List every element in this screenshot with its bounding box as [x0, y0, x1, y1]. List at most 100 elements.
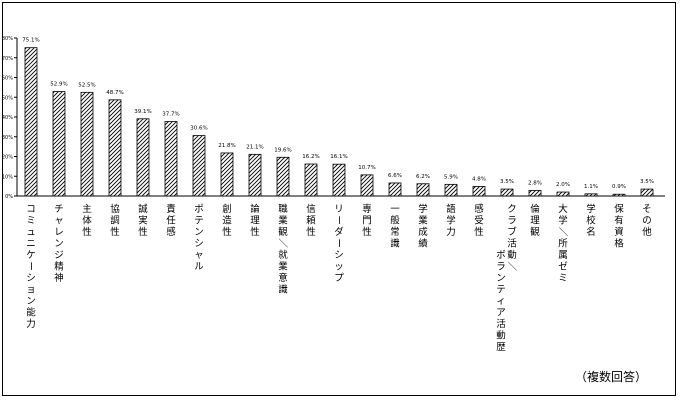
bar-value-label: 16.2% [302, 154, 319, 160]
svg-text:シ: シ [26, 273, 36, 284]
svg-text:性: 性 [82, 226, 92, 238]
svg-text:理: 理 [250, 216, 260, 227]
bar [332, 163, 346, 197]
svg-text:チ: チ [54, 204, 64, 215]
bar [360, 174, 374, 197]
bar-value-label: 30.6% [190, 126, 207, 132]
svg-text:倫: 倫 [530, 203, 540, 215]
svg-text:績: 績 [418, 238, 428, 250]
svg-text:テ: テ [496, 285, 506, 296]
svg-text:性: 性 [250, 226, 260, 238]
bar [584, 193, 598, 197]
svg-text:職: 職 [278, 204, 288, 215]
svg-text:ャ: ャ [194, 250, 204, 261]
svg-text:ミ: ミ [558, 273, 568, 284]
bar-value-label: 52.9% [50, 82, 67, 88]
svg-text:活: 活 [496, 318, 506, 330]
category-label: その他 [642, 204, 652, 238]
bar-value-label: 6.6% [388, 173, 402, 179]
svg-text:協: 協 [110, 203, 120, 215]
multiple-answer-note: （複数回答） [574, 370, 647, 384]
svg-text:／: ／ [557, 227, 568, 237]
y-tick-label: 50% [3, 95, 13, 101]
svg-text:観: 観 [530, 226, 540, 238]
category-label: 学校名 [586, 203, 596, 238]
svg-text:感: 感 [166, 226, 176, 238]
svg-text:性: 性 [110, 226, 120, 238]
svg-text:ポ: ポ [194, 204, 204, 215]
svg-text:力: 力 [26, 318, 36, 330]
svg-text:テ: テ [194, 216, 204, 227]
svg-text:ー: ー [25, 261, 36, 271]
svg-text:ー: ー [333, 215, 344, 225]
category-label: 信頼性 [306, 203, 316, 238]
svg-text:常: 常 [390, 226, 400, 238]
bar-value-label: 4.8% [472, 177, 486, 183]
bar [192, 135, 206, 197]
svg-text:受: 受 [474, 215, 484, 227]
svg-text:成: 成 [418, 226, 428, 238]
svg-text:大: 大 [558, 203, 568, 215]
bar [52, 91, 66, 197]
svg-text:ダ: ダ [334, 226, 344, 238]
category-label: 主体性 [82, 203, 92, 238]
svg-text:ュ: ュ [26, 227, 36, 238]
svg-text:シ: シ [334, 250, 344, 261]
category-labels: コミュニケーション能力チャレンジ精神主体性協調性誠実性責任感ポテンシャル創造性論… [25, 203, 653, 353]
category-label: 責任感 [166, 203, 176, 238]
svg-text:創: 創 [222, 203, 232, 215]
svg-text:識: 識 [390, 238, 400, 250]
svg-text:精: 精 [54, 261, 64, 273]
bar-value-label: 3.5% [640, 179, 654, 185]
svg-text:般: 般 [390, 215, 400, 227]
bar-value-label: 37.7% [162, 112, 179, 118]
category-label: 論理性 [250, 203, 260, 238]
svg-text:ョ: ョ [26, 285, 36, 296]
bar-value-label: 1.1% [584, 184, 598, 190]
svg-text:有: 有 [614, 215, 624, 227]
svg-text:ク: ク [507, 204, 517, 215]
svg-text:ン: ン [496, 273, 506, 284]
svg-text:属: 属 [558, 250, 568, 261]
svg-text:ミ: ミ [26, 216, 36, 227]
y-tick-label: 40% [3, 115, 13, 121]
bar [164, 121, 178, 197]
bar [556, 191, 570, 197]
bar-value-label: 0.9% [612, 184, 626, 190]
svg-text:一: 一 [390, 204, 400, 215]
bar [640, 188, 654, 197]
svg-text:学: 学 [558, 215, 568, 227]
y-tick-label: 20% [3, 155, 13, 161]
svg-text:／: ／ [277, 238, 288, 248]
svg-text:力: 力 [446, 226, 456, 238]
bars [24, 47, 654, 197]
svg-text:性: 性 [362, 226, 372, 238]
svg-text:の: の [642, 216, 652, 227]
svg-text:業: 業 [278, 215, 288, 227]
svg-text:そ: そ [642, 204, 652, 215]
bar [304, 163, 318, 197]
svg-text:業: 業 [418, 215, 428, 227]
svg-text:所: 所 [558, 239, 568, 250]
category-label: 感受性 [474, 203, 484, 238]
svg-text:レ: レ [54, 227, 64, 238]
bar-value-label: 2.8% [528, 180, 542, 186]
svg-text:資: 資 [614, 226, 624, 238]
bar-value-label: 39.1% [134, 109, 151, 115]
svg-text:意: 意 [278, 272, 288, 284]
category-label: 倫理観 [530, 203, 540, 238]
svg-text:業: 業 [278, 261, 288, 273]
svg-text:観: 観 [278, 226, 288, 238]
svg-text:プ: プ [334, 273, 344, 284]
svg-text:体: 体 [82, 215, 92, 227]
bar-value-label: 75.1% [22, 38, 39, 44]
